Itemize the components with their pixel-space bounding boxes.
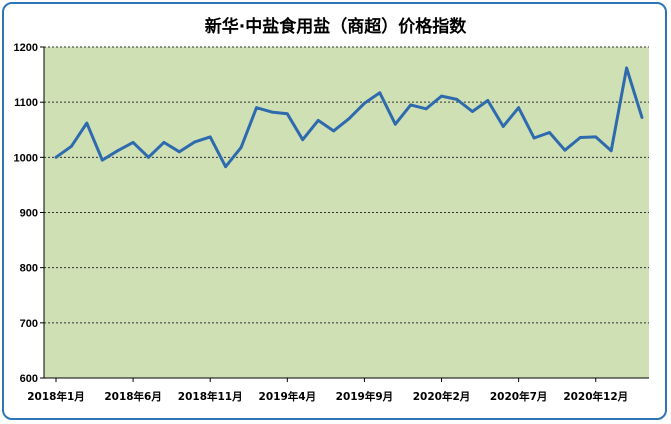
y-tick-label: 600	[20, 373, 38, 385]
chart-title: 新华·中盐食用盐（商超）价格指数	[204, 17, 467, 37]
data-point	[347, 117, 351, 121]
data-point	[162, 141, 166, 144]
x-tick-label: 2020年12月	[563, 390, 628, 403]
data-point	[609, 149, 613, 153]
data-point	[455, 98, 459, 101]
data-point	[316, 118, 320, 122]
data-point	[301, 138, 305, 142]
x-tick-label: 2020年7月	[490, 390, 548, 403]
data-point	[54, 155, 58, 159]
data-point	[100, 158, 104, 162]
data-point	[501, 125, 505, 128]
x-tick-label: 2018年6月	[104, 390, 162, 403]
y-tick-label: 1200	[14, 42, 38, 54]
data-point	[131, 141, 135, 144]
data-point	[594, 135, 598, 139]
x-axis-ticks: 2018年1月 2018年6月 2018年11月 2019年4月 2019年9月 2020…	[27, 378, 628, 403]
data-point	[224, 165, 228, 169]
y-axis-ticks: 600 700 800 900 1000 1100 1200	[14, 42, 44, 385]
data-point	[424, 107, 428, 111]
data-point	[270, 110, 274, 114]
data-point	[363, 101, 366, 105]
y-tick-label: 800	[20, 263, 38, 275]
x-tick-label: 2018年1月	[27, 390, 85, 403]
data-point	[177, 150, 181, 154]
data-point	[255, 106, 258, 110]
data-point	[285, 112, 289, 116]
x-tick-label: 2020年2月	[413, 390, 471, 403]
data-point	[147, 155, 150, 159]
data-point	[640, 116, 644, 120]
y-tick-label: 1000	[14, 152, 38, 164]
grid-lines	[44, 46, 649, 324]
y-tick-label: 700	[20, 318, 38, 330]
data-point	[563, 148, 567, 152]
data-point	[208, 135, 212, 139]
data-point	[486, 99, 490, 102]
y-tick-label: 900	[20, 208, 38, 220]
data-point	[625, 66, 628, 70]
data-point	[409, 103, 413, 107]
y-tick-label: 1100	[14, 97, 38, 109]
plot-area	[44, 47, 649, 378]
data-point	[440, 94, 443, 98]
data-point	[470, 110, 474, 113]
data-point	[578, 136, 582, 139]
data-point	[332, 129, 335, 133]
x-tick-label: 2019年9月	[336, 390, 394, 403]
data-point	[70, 144, 73, 148]
data-point	[239, 146, 243, 149]
data-point	[393, 122, 397, 126]
data-point	[193, 140, 197, 144]
data-point	[85, 121, 89, 125]
data-points	[54, 66, 644, 169]
data-point	[517, 106, 521, 110]
data-point	[116, 149, 120, 153]
x-tick-label: 2018年11月	[178, 390, 243, 403]
data-point	[532, 136, 536, 140]
x-tick-label: 2019年4月	[259, 390, 317, 403]
data-point	[378, 91, 382, 95]
data-point	[548, 131, 551, 134]
